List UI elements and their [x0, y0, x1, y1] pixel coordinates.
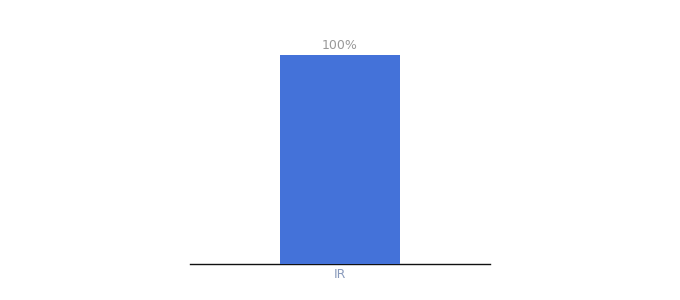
Text: 100%: 100%: [322, 39, 358, 52]
Bar: [280, 55, 400, 264]
